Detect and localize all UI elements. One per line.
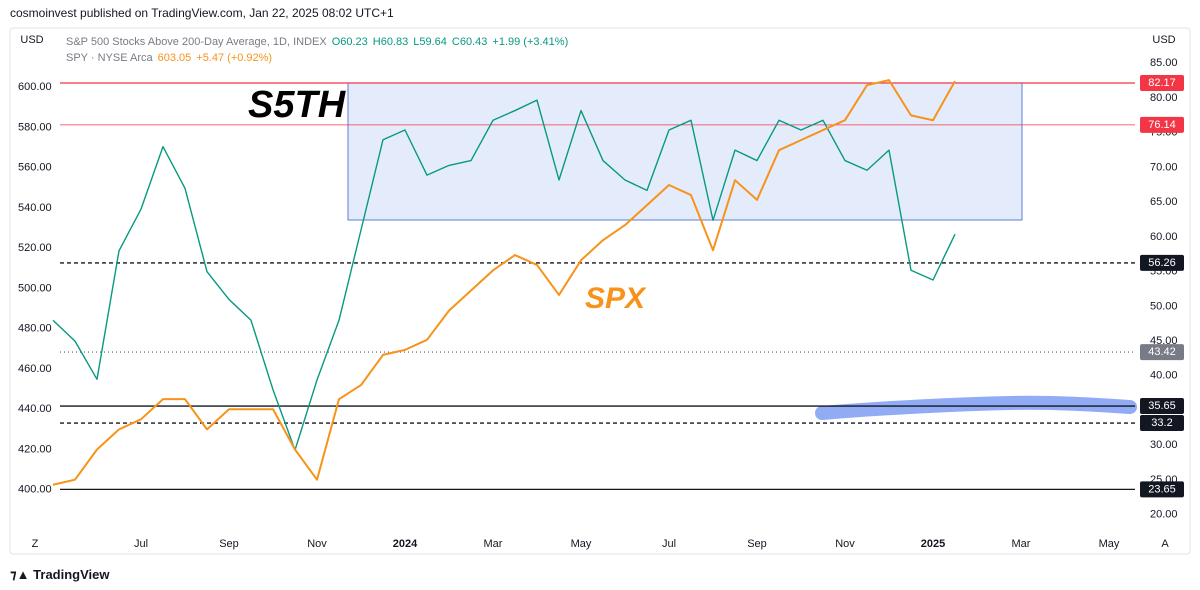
level-badge — [1140, 344, 1184, 361]
highlight-stroke — [815, 395, 1137, 420]
zoom-button[interactable]: Z — [32, 538, 39, 550]
y-tick-label: 560.00 — [18, 162, 52, 174]
annotation: SPX — [585, 282, 647, 315]
y2-tick-label: 45.00 — [1150, 335, 1178, 347]
auto-button[interactable]: A — [1161, 538, 1169, 550]
level-label: 23.65 — [1148, 483, 1176, 495]
y-tick-label: 600.00 — [18, 81, 52, 93]
y-tick-label: 420.00 — [18, 443, 52, 455]
level-badge — [1140, 415, 1184, 432]
x-tick-label: Nov — [307, 538, 327, 550]
y2-tick-label: 70.00 — [1150, 161, 1178, 173]
x-tick-label: May — [1099, 538, 1120, 550]
legend-entry: S&P 500 Stocks Above 200-Day Average, 1D… — [66, 36, 327, 48]
chart-frame — [9, 27, 1191, 555]
ohlc: +1.99 (+3.41%) — [492, 36, 569, 48]
x-tick-label: Jul — [134, 538, 148, 550]
series-line — [52, 79, 956, 486]
brand: ⁊▲ TradingView — [10, 567, 110, 582]
y2-tick-label: 40.00 — [1150, 370, 1178, 382]
y2-tick-label: 65.00 — [1150, 196, 1178, 208]
level-label: 56.26 — [1148, 257, 1176, 269]
y2-tick-label: 60.00 — [1150, 231, 1178, 243]
y-tick-label: 480.00 — [18, 323, 52, 335]
level-label: 82.17 — [1148, 77, 1176, 89]
ohlc: C60.43 — [451, 36, 488, 48]
annotation: S5TH — [248, 84, 347, 126]
level-badge — [1140, 481, 1184, 498]
level-badge — [1140, 116, 1184, 133]
currency-left[interactable]: USD — [20, 34, 43, 46]
level-label: 33.2 — [1151, 417, 1172, 429]
x-tick-label: 2025 — [921, 538, 945, 550]
legend-entry: SPY · NYSE Arca — [66, 52, 153, 64]
y-tick-label: 440.00 — [18, 403, 52, 415]
x-tick-label: Mar — [1012, 538, 1031, 550]
x-tick-label: Mar — [484, 538, 503, 550]
ohlc: H60.83 — [372, 36, 409, 48]
y-tick-label: 460.00 — [18, 363, 52, 375]
x-tick-label: May — [571, 538, 592, 550]
currency-right[interactable]: USD — [1152, 34, 1175, 46]
legend: S&P 500 Stocks Above 200-Day Average, 1D… — [66, 34, 573, 66]
series-line — [52, 99, 956, 451]
level-badge — [1140, 254, 1184, 271]
change: +5.47 (+0.92%) — [196, 52, 273, 64]
ohlc: O60.23 — [331, 36, 368, 48]
range-box — [347, 82, 1023, 221]
level-label: 35.65 — [1148, 400, 1176, 412]
x-tick-label: 2024 — [393, 538, 418, 550]
price: 603.05 — [157, 52, 192, 64]
x-tick-label: Nov — [835, 538, 855, 550]
ohlc: L59.64 — [413, 36, 447, 48]
y-tick-label: 520.00 — [18, 242, 52, 254]
level-badge — [1140, 398, 1184, 415]
y-tick-label: 540.00 — [18, 202, 52, 214]
y2-tick-label: 85.00 — [1150, 57, 1178, 69]
brand-name: TradingView — [33, 567, 110, 582]
y2-tick-label: 30.00 — [1150, 439, 1178, 451]
y2-tick-label: 50.00 — [1150, 300, 1178, 312]
x-tick-label: Jul — [662, 538, 676, 550]
level-label: 43.42 — [1148, 346, 1176, 358]
level-badge — [1140, 74, 1184, 91]
y-tick-label: 580.00 — [18, 121, 52, 133]
level-label: 76.14 — [1148, 119, 1176, 131]
y-tick-label: 400.00 — [18, 484, 52, 496]
y2-tick-label: 80.00 — [1150, 92, 1178, 104]
publish-info: cosmoinvest published on TradingView.com… — [10, 6, 394, 20]
x-tick-label: Sep — [219, 538, 239, 550]
y-tick-label: 500.00 — [18, 282, 52, 294]
x-tick-label: Sep — [747, 538, 767, 550]
y2-tick-label: 20.00 — [1150, 509, 1178, 521]
